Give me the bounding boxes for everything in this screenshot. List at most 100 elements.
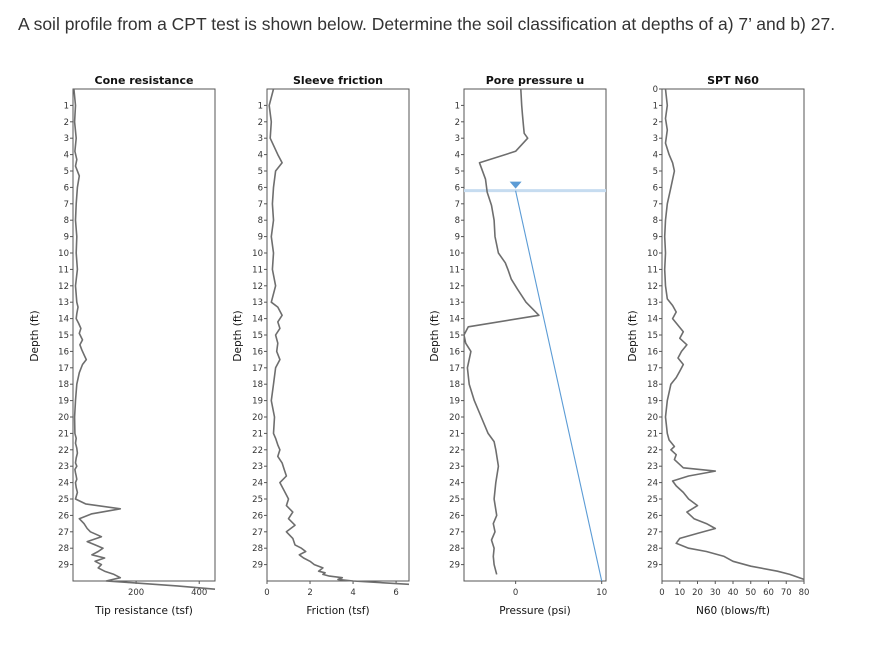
y-tick-label: 6 (653, 183, 658, 193)
y-tick-label: 6 (455, 183, 460, 193)
profile-line (73, 88, 216, 590)
y-tick-label: 14 (647, 315, 658, 325)
y-tick-label: 16 (647, 347, 658, 357)
y-tick-label: 2 (653, 118, 658, 128)
y-tick-label: 7 (258, 200, 263, 210)
x-ticks: 0 10 20 30 40 50 60 70 80 (659, 581, 809, 598)
series-group (463, 88, 603, 582)
x-axis-label: Pressure (psi) (499, 605, 570, 617)
y-tick-label: 11 (252, 265, 263, 275)
y-tick-label: 4 (653, 151, 658, 161)
y-tick-label: 25 (449, 495, 460, 505)
y-tick-label: 20 (449, 413, 460, 423)
x-tick-label: 10 (674, 588, 685, 598)
panel-frame (72, 88, 216, 582)
y-tick-label: 19 (58, 397, 69, 407)
y-tick-label: 10 (647, 249, 658, 259)
x-tick-label: 4 (350, 588, 355, 598)
y-axis-label: Depth (ft) (232, 310, 244, 361)
y-tick-label: 19 (647, 397, 658, 407)
y-tick-label: 28 (449, 544, 460, 554)
y-tick-label: 7 (653, 200, 658, 210)
y-tick-label: 21 (252, 429, 263, 439)
y-tick-label: 12 (58, 282, 69, 292)
y-tick-label: 16 (252, 347, 263, 357)
panel-sleeve-friction: Sleeve friction Friction (tsf) Depth (ft… (232, 74, 410, 617)
y-tick-label: 24 (252, 479, 263, 489)
y-tick-label: 3 (653, 134, 658, 144)
y-axis-label: Depth (ft) (627, 310, 639, 361)
x-axis-label: Friction (tsf) (306, 605, 369, 617)
y-tick-label: 13 (58, 298, 69, 308)
y-tick-label: 12 (647, 282, 658, 292)
profile-line (663, 88, 805, 581)
y-tick-label: 15 (647, 331, 658, 341)
y-ticks: 1234567891011121314151617181920212223242… (252, 101, 267, 571)
y-tick-label: 15 (58, 331, 69, 341)
chart-title: SPT N60 (707, 74, 759, 87)
y-tick-label: 21 (647, 429, 658, 439)
x-ticks: 0 2 4 6 (264, 581, 399, 598)
y-tick-label: 26 (252, 511, 263, 521)
y-axis-label: Depth (ft) (429, 310, 441, 361)
y-tick-label: 20 (647, 413, 658, 423)
y-tick-label: 23 (58, 462, 69, 472)
y-tick-label: 28 (647, 544, 658, 554)
y-tick-label: 10 (252, 249, 263, 259)
x-tick-label: 50 (745, 588, 756, 598)
y-tick-label: 18 (58, 380, 69, 390)
y-tick-label: 4 (258, 151, 263, 161)
y-tick-label: 13 (252, 298, 263, 308)
y-tick-label: 6 (64, 183, 69, 193)
y-tick-label: 23 (647, 462, 658, 472)
y-ticks: 0123456789101112131415161718192021222324… (647, 85, 662, 571)
y-tick-label: 17 (252, 364, 263, 374)
y-tick-label: 20 (58, 413, 69, 423)
series-group (73, 88, 216, 590)
y-tick-label: 10 (449, 249, 460, 259)
x-tick-label: 40 (728, 588, 739, 598)
y-tick-label: 28 (252, 544, 263, 554)
y-tick-label: 29 (647, 561, 658, 571)
x-tick-label: 80 (799, 588, 810, 598)
y-tick-label: 14 (252, 315, 263, 325)
y-tick-label: 22 (252, 446, 263, 456)
chart-title: Pore pressure u (486, 74, 585, 87)
y-tick-label: 13 (647, 298, 658, 308)
x-tick-label: 30 (710, 588, 721, 598)
y-tick-label: 17 (449, 364, 460, 374)
y-tick-label: 9 (455, 233, 460, 243)
y-tick-label: 12 (449, 282, 460, 292)
hydrostatic-line (515, 190, 603, 582)
y-tick-label: 22 (647, 446, 658, 456)
y-tick-label: 11 (647, 265, 658, 275)
y-tick-label: 9 (258, 233, 263, 243)
x-tick-label: 10 (596, 588, 607, 598)
y-tick-label: 6 (258, 183, 263, 193)
x-axis-label: N60 (blows/ft) (696, 605, 770, 617)
y-tick-label: 0 (653, 85, 658, 95)
y-tick-label: 13 (449, 298, 460, 308)
x-axis-label: Tip resistance (tsf) (94, 605, 193, 617)
y-tick-label: 7 (64, 200, 69, 210)
panel-frame (661, 88, 805, 582)
x-tick-label: 2 (307, 588, 312, 598)
y-tick-label: 2 (455, 118, 460, 128)
y-tick-label: 19 (252, 397, 263, 407)
y-tick-label: 23 (252, 462, 263, 472)
y-tick-label: 14 (58, 315, 69, 325)
y-ticks: 1234567891011121314151617181920212223242… (449, 101, 464, 571)
y-tick-label: 29 (58, 561, 69, 571)
y-tick-label: 7 (455, 200, 460, 210)
x-tick-label: 200 (128, 588, 144, 598)
y-tick-label: 25 (647, 495, 658, 505)
y-tick-label: 19 (449, 397, 460, 407)
y-tick-label: 16 (449, 347, 460, 357)
y-tick-label: 1 (455, 101, 460, 111)
y-tick-label: 8 (258, 216, 263, 226)
y-tick-label: 24 (647, 479, 658, 489)
x-tick-label: 0 (659, 588, 664, 598)
y-tick-label: 9 (653, 233, 658, 243)
y-tick-label: 22 (449, 446, 460, 456)
y-tick-label: 1 (64, 101, 69, 111)
